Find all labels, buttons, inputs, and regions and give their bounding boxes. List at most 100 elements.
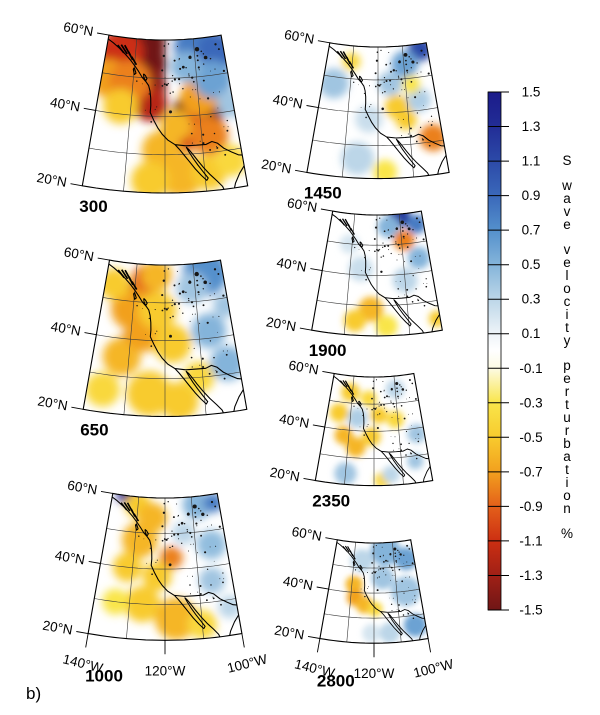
lat-tick: [299, 327, 312, 331]
colorbar-gradient: [487, 91, 502, 611]
lat-tick: [303, 477, 316, 481]
anomaly-blob: [140, 260, 173, 292]
graticule: [324, 542, 424, 644]
lat-label: 20°N: [273, 623, 305, 643]
lon-tick: [241, 633, 245, 648]
colorbar-axis-letter: v: [564, 204, 571, 219]
colorbar-axis-letter: b: [563, 436, 571, 451]
geographic-detail-dots: [354, 217, 428, 307]
map-panel-650: 60°N 40°N 20°N 650: [36, 244, 248, 439]
map-outline: [82, 259, 248, 418]
lat-tick: [100, 490, 113, 494]
anomaly-blob: [394, 547, 418, 571]
depth-label: 1000: [85, 667, 123, 686]
graticule: [316, 213, 438, 336]
lat-label: 20°N: [260, 156, 292, 176]
anomaly-blob: [213, 293, 238, 318]
anomaly-blob: [198, 567, 226, 594]
geographic-detail-dots: [138, 500, 225, 606]
colorbar-axis-letter: i: [566, 475, 569, 490]
anomaly-blob: [371, 566, 395, 590]
lat-label: 20°N: [41, 618, 73, 638]
colorbar-axis-letter: t: [565, 397, 569, 412]
lat-tick: [316, 586, 329, 590]
lat-tick: [295, 169, 307, 173]
coastline: [110, 495, 241, 641]
coastline: [327, 44, 449, 179]
lat-tick: [320, 208, 333, 212]
depth-label: 650: [80, 420, 108, 439]
graticule: [88, 38, 242, 193]
colorbar-tick-label: -1.3: [519, 568, 542, 583]
colorbar-tick-label: -1.1: [519, 533, 542, 548]
anomaly-blob: [362, 427, 381, 447]
lat-label: 60°N: [291, 524, 323, 544]
anomaly-blob: [345, 575, 363, 593]
graticule: [89, 263, 241, 417]
colorbar-tick-label: 0.1: [522, 326, 541, 341]
anomaly-blob: [362, 624, 381, 643]
colorbar-tick-label: 1.1: [522, 154, 541, 169]
lat-label: 40°N: [49, 95, 81, 115]
colorbar-axis-letter: r: [565, 423, 570, 438]
lat-tick: [322, 370, 335, 374]
colorbar-tick-label: -0.1: [519, 361, 542, 376]
anomaly-blob: [378, 71, 403, 96]
coastline: [332, 375, 432, 486]
velocity-anomaly-field: [318, 42, 447, 179]
anomaly-blob: [377, 215, 400, 238]
colorbar-tick-label: 1.3: [522, 119, 541, 134]
anomaly-blob: [393, 229, 415, 251]
lon-label: 120°W: [354, 666, 395, 681]
map-outline: [311, 210, 443, 337]
map-panel-1450: 60°N 40°N 20°N 1450: [260, 27, 450, 202]
map-outline: [306, 42, 450, 180]
colorbar-axis-letter: v: [564, 242, 571, 257]
colorbar-tick-label: 1.5: [522, 85, 541, 100]
lat-label: 20°N: [269, 465, 301, 485]
anomaly-blob: [382, 465, 400, 483]
anomaly-blob: [170, 51, 203, 83]
anomaly-blob: [419, 124, 447, 152]
lat-label: 60°N: [287, 358, 319, 378]
lon-label: 100°W: [226, 651, 269, 675]
colorbar-axis-letter: n: [563, 501, 571, 516]
coastline: [106, 262, 246, 417]
lat-tick: [84, 332, 97, 336]
coastline: [106, 37, 247, 193]
lon-label: 120°W: [145, 663, 186, 678]
anomaly-blob: [343, 309, 366, 332]
anomaly-blob: [102, 337, 141, 376]
depth-label: 300: [79, 197, 107, 216]
lat-label: 40°N: [54, 548, 86, 568]
colorbar-tick-label: -0.5: [519, 430, 542, 445]
geographic-detail-dots: [353, 49, 433, 147]
lat-label: 40°N: [50, 319, 82, 339]
coastline: [335, 541, 428, 644]
anomaly-blob: [218, 595, 242, 619]
lat-tick: [310, 268, 323, 272]
colorbar-tick-label: 0.7: [522, 223, 541, 238]
colorbar-tick-label: 0.9: [522, 188, 541, 203]
lat-label: 60°N: [62, 19, 94, 39]
anomaly-blob: [370, 406, 388, 424]
depth-label: 2800: [317, 672, 355, 691]
colorbar-axis-letter: c: [564, 294, 571, 309]
anomaly-blob: [131, 161, 170, 193]
graticule: [94, 496, 236, 641]
anomaly-blob: [348, 256, 374, 282]
anomaly-blob: [406, 214, 427, 234]
map-outline: [81, 34, 249, 194]
lat-label: 60°N: [66, 478, 98, 498]
velocity-anomaly-field: [329, 379, 427, 486]
lat-tick: [97, 32, 109, 36]
colorbar-axis-letter: t: [565, 462, 569, 477]
anomaly-blob: [360, 390, 377, 407]
anomaly-blob: [152, 324, 192, 363]
anomaly-blob: [403, 613, 427, 637]
lat-tick: [312, 424, 325, 428]
anomaly-blob: [386, 410, 405, 429]
colorbar-tick-label: 0.3: [522, 292, 541, 307]
